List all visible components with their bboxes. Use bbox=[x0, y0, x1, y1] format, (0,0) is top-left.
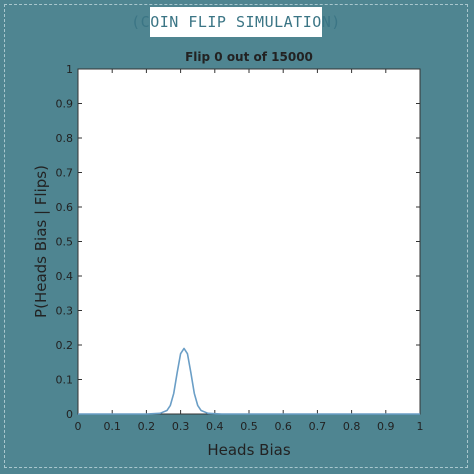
y-tick-label: 0.1 bbox=[56, 374, 74, 387]
x-tick-label: 0.9 bbox=[377, 420, 395, 433]
y-tick-label: 0.4 bbox=[56, 270, 74, 283]
x-tick-label: 0 bbox=[75, 420, 82, 433]
y-tick-label: 0.2 bbox=[56, 339, 74, 352]
x-tick-label: 1 bbox=[417, 420, 424, 433]
y-tick-label: 0.8 bbox=[56, 132, 74, 145]
y-axis-label: P(Heads Bias | Flips) bbox=[32, 165, 50, 318]
y-tick-label: 0.7 bbox=[56, 167, 74, 180]
y-tick-label: 0 bbox=[66, 408, 73, 421]
x-tick-label: 0.3 bbox=[172, 420, 190, 433]
y-tick-label: 1 bbox=[66, 63, 73, 76]
x-tick-label: 0.6 bbox=[274, 420, 292, 433]
x-tick-label: 0.8 bbox=[343, 420, 361, 433]
y-tick-label: 0.3 bbox=[56, 305, 74, 318]
x-tick-label: 0.4 bbox=[206, 420, 224, 433]
header-title: (COIN FLIP SIMULATION) bbox=[131, 13, 341, 31]
y-tick-label: 0.6 bbox=[56, 201, 74, 214]
series-line bbox=[78, 347, 420, 415]
x-tick-label: 0.1 bbox=[103, 420, 121, 433]
y-tick-label: 0.5 bbox=[56, 236, 74, 249]
header-banner: (COIN FLIP SIMULATION) bbox=[131, 7, 340, 37]
x-tick-label: 0.5 bbox=[240, 420, 258, 433]
y-tick-label: 0.9 bbox=[56, 98, 74, 111]
plot-area bbox=[77, 68, 421, 415]
x-tick-label: 0.2 bbox=[138, 420, 156, 433]
x-axis-label: Heads Bias bbox=[207, 441, 290, 459]
x-tick-label: 0.7 bbox=[309, 420, 327, 433]
chart-title: Flip 0 out of 15000 bbox=[185, 50, 313, 64]
